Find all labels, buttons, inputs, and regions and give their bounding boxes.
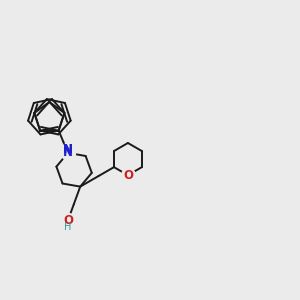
Text: N: N (63, 143, 73, 156)
Text: H: H (64, 222, 72, 232)
Text: O: O (63, 214, 73, 227)
Text: N: N (63, 146, 73, 159)
Text: N: N (63, 143, 73, 156)
Text: O: O (123, 169, 133, 182)
